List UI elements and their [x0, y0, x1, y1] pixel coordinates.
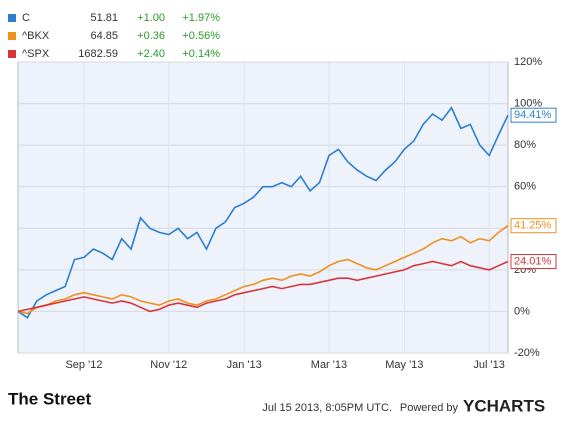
series-line: [17, 260, 509, 313]
logo: The Street: [8, 389, 91, 408]
plot-area: [17, 61, 509, 354]
x-tick-label: Mar '13: [311, 359, 347, 371]
x-tick-label: May '13: [385, 359, 423, 371]
y-tick-label: 100%: [514, 97, 542, 109]
value-label-box: [510, 254, 557, 270]
y-tick-label: 0%: [514, 305, 530, 317]
powered-by: Powered by: [400, 402, 459, 414]
series-line: [17, 225, 509, 315]
legend-price: 64.85: [90, 30, 118, 42]
legend-name: ^BKX: [22, 30, 50, 42]
legend-name: C: [22, 12, 30, 24]
y-tick-label: 120%: [514, 56, 542, 68]
series-line: [17, 106, 509, 319]
y-tick-label: 80%: [514, 139, 536, 151]
value-label: 41.25%: [514, 220, 552, 232]
legend-price: 51.81: [90, 12, 118, 24]
legend-price: 1682.59: [78, 48, 118, 60]
legend-change-pct: +0.56%: [182, 30, 220, 42]
legend-change-pct: +0.14%: [182, 48, 220, 60]
brand: YCHARTS: [463, 396, 545, 415]
y-tick-label: 60%: [514, 181, 536, 193]
legend-swatch: [8, 50, 16, 58]
legend-change: +2.40: [137, 48, 165, 60]
legend-change-pct: +1.97%: [182, 12, 220, 24]
legend-swatch: [8, 14, 16, 22]
y-tick-label: -20%: [514, 347, 540, 359]
legend-name: ^SPX: [22, 48, 50, 60]
legend-swatch: [8, 32, 16, 40]
x-tick-label: Nov '12: [150, 359, 187, 371]
x-tick-label: Sep '12: [65, 359, 102, 371]
legend-change: +1.00: [137, 12, 165, 24]
value-label-box: [510, 107, 557, 123]
x-tick-label: Jul '13: [473, 359, 504, 371]
x-tick-label: Jan '13: [227, 359, 262, 371]
value-label: 94.41%: [514, 109, 552, 121]
value-label: 24.01%: [514, 255, 552, 267]
legend-change: +0.36: [137, 30, 165, 42]
value-label-box: [510, 218, 557, 234]
timestamp: Jul 15 2013, 8:05PM UTC.: [262, 402, 392, 414]
